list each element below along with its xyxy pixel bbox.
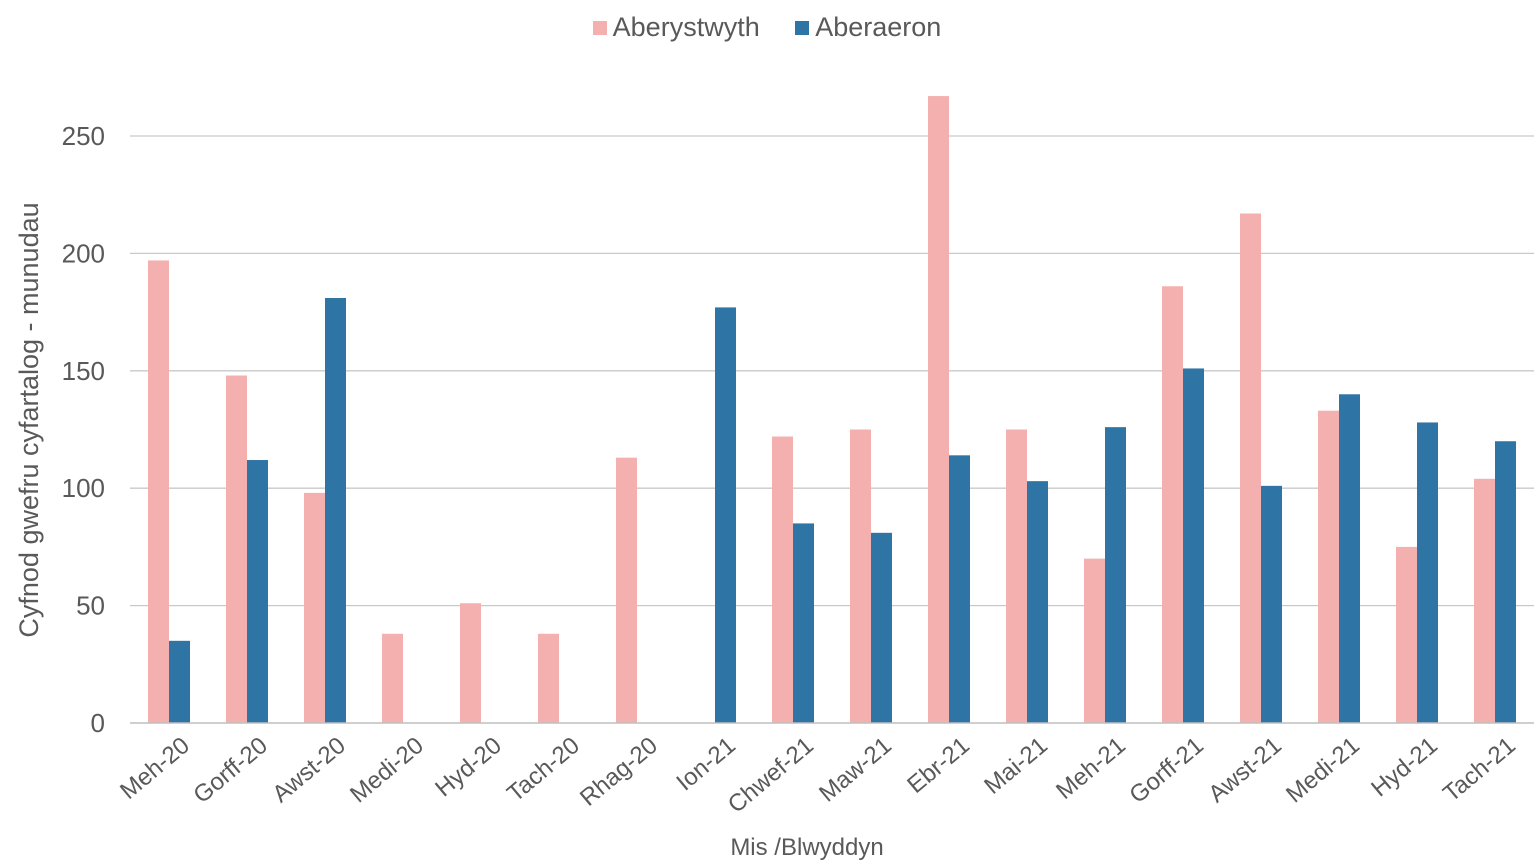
y-axis-title: Cyfnod gwefru cyfartalog - munudau bbox=[14, 202, 44, 637]
bar-aberaeron-ion-21 bbox=[715, 307, 736, 723]
legend-item-aberaeron: Aberaeron bbox=[795, 12, 941, 43]
bar-aberystwyth-ebr-21 bbox=[928, 96, 949, 724]
x-tick-label: Gorff-20 bbox=[188, 732, 272, 809]
bar-aberaeron-mai-21 bbox=[1027, 481, 1048, 723]
x-tick-label: Medi-21 bbox=[1281, 732, 1365, 808]
x-tick-label: Medi-20 bbox=[345, 732, 429, 808]
y-tick-label: 0 bbox=[91, 708, 105, 738]
bar-aberaeron-meh-21 bbox=[1105, 427, 1126, 723]
x-tick-label: Chwef-21 bbox=[723, 732, 819, 819]
bar-aberystwyth-tach-20 bbox=[538, 633, 559, 723]
bar-aberystwyth-meh-20 bbox=[148, 260, 169, 723]
bar-aberaeron-gorff-20 bbox=[247, 460, 268, 723]
bar-aberystwyth-gorff-20 bbox=[226, 375, 247, 723]
bar-aberystwyth-hyd-20 bbox=[460, 603, 481, 723]
gridlines bbox=[130, 135, 1534, 607]
bar-aberystwyth-tach-21 bbox=[1474, 478, 1495, 723]
legend-swatch-aberaeron bbox=[795, 21, 810, 35]
bar-aberaeron-medi-21 bbox=[1339, 394, 1360, 723]
x-tick-label: Ebr-21 bbox=[902, 732, 975, 799]
x-tick-label: Hyd-20 bbox=[430, 732, 507, 802]
bar-aberaeron-ebr-21 bbox=[949, 455, 970, 723]
bar-aberaeron-chwef-21 bbox=[793, 523, 814, 723]
x-tick-label: Tach-20 bbox=[502, 732, 585, 808]
x-tick-label: Mai-21 bbox=[979, 732, 1053, 800]
x-tick-label: Ion-21 bbox=[671, 732, 740, 796]
bar-aberaeron-tach-21 bbox=[1495, 441, 1516, 723]
x-tick-label: Rhag-20 bbox=[575, 732, 663, 812]
bar-aberaeron-awst-20 bbox=[325, 298, 346, 723]
x-tick-label: Tach-21 bbox=[1438, 732, 1521, 808]
x-tick-label: Meh-21 bbox=[1051, 732, 1131, 805]
bar-aberaeron-hyd-21 bbox=[1417, 422, 1438, 723]
bar-aberystwyth-medi-20 bbox=[382, 633, 403, 723]
bar-aberystwyth-chwef-21 bbox=[772, 436, 793, 723]
y-tick-label: 50 bbox=[76, 591, 105, 621]
bar-aberystwyth-awst-21 bbox=[1240, 213, 1261, 723]
bar-aberystwyth-hyd-21 bbox=[1396, 546, 1417, 723]
bar-aberaeron-awst-21 bbox=[1261, 485, 1282, 723]
y-tick-label: 250 bbox=[62, 121, 105, 151]
x-tick-label: Gorff-21 bbox=[1124, 732, 1208, 809]
legend-item-aberystwyth: Aberystwyth bbox=[592, 12, 760, 43]
x-axis-title: Mis /Blwyddyn bbox=[730, 834, 883, 861]
bar-aberystwyth-awst-20 bbox=[304, 492, 325, 723]
bar-aberystwyth-gorff-21 bbox=[1162, 286, 1183, 723]
y-tick-label: 150 bbox=[62, 356, 105, 386]
x-tick-label: Meh-20 bbox=[115, 732, 195, 805]
legend-label-aberaeron: Aberaeron bbox=[815, 12, 942, 42]
bar-aberaeron-meh-20 bbox=[169, 640, 190, 723]
x-tick-label: Hyd-21 bbox=[1366, 732, 1443, 802]
bar-aberystwyth-maw-21 bbox=[850, 429, 871, 723]
bar-aberaeron-gorff-21 bbox=[1183, 368, 1204, 723]
x-tick-label: Maw-21 bbox=[814, 732, 897, 808]
legend-label-aberystwyth: Aberystwyth bbox=[612, 12, 760, 42]
bar-aberystwyth-mai-21 bbox=[1006, 429, 1027, 723]
bar-aberystwyth-medi-21 bbox=[1318, 410, 1339, 723]
y-tick-label: 100 bbox=[62, 473, 105, 503]
bar-aberystwyth-meh-21 bbox=[1084, 558, 1105, 723]
x-tick-label: Awst-20 bbox=[267, 732, 350, 808]
y-tick-label: 200 bbox=[62, 238, 105, 268]
bar-aberystwyth-rhag-20 bbox=[616, 457, 637, 723]
x-tick-label: Awst-21 bbox=[1203, 732, 1286, 808]
bars bbox=[148, 96, 1516, 724]
legend-swatch-aberystwyth bbox=[592, 21, 607, 35]
legend: Aberystwyth Aberaeron bbox=[0, 12, 1534, 43]
y-axis-ticks: 0 50 100 150 200 250 bbox=[62, 121, 105, 738]
bar-aberaeron-maw-21 bbox=[871, 532, 892, 723]
